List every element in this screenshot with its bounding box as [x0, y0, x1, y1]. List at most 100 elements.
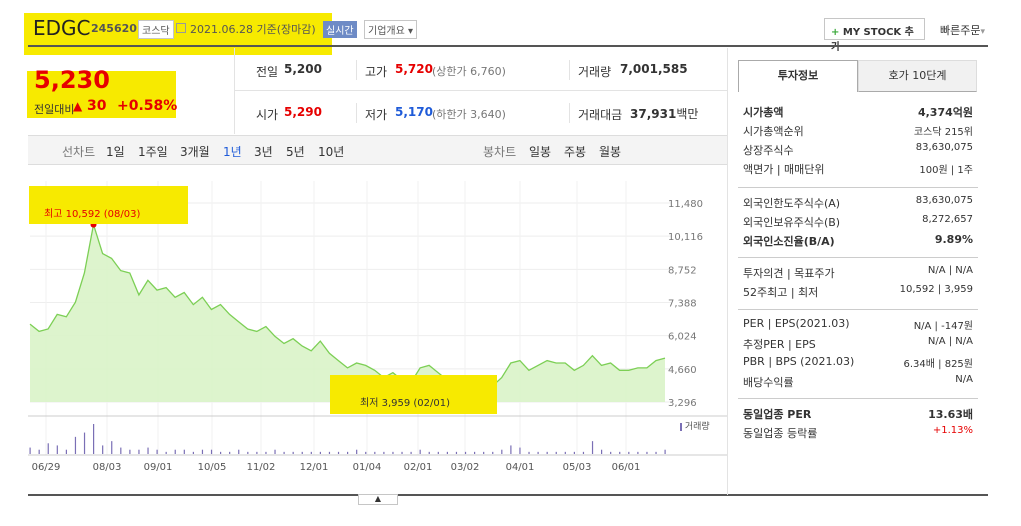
- volume-bar: [229, 451, 231, 454]
- info-label: 외국인한도주식수(A): [743, 197, 841, 210]
- x-tick-label: 01/04: [353, 462, 382, 473]
- collapse-button[interactable]: ▲: [358, 494, 398, 505]
- info-value: 13.63배: [928, 408, 973, 421]
- y-tick-label: 3,296: [668, 398, 697, 409]
- period-tab-3y[interactable]: 3년: [254, 145, 273, 159]
- low-label: 저가: [365, 108, 388, 122]
- volume-bar: [664, 449, 666, 454]
- amount-value: 37,931백만: [630, 105, 698, 122]
- volume-bar: [492, 451, 494, 454]
- volume-bar: [601, 449, 603, 454]
- volume-bar: [83, 432, 86, 454]
- period-tab-1w[interactable]: 1주일: [138, 145, 168, 159]
- volume-value: 7,001,585: [620, 62, 688, 76]
- change-value: 30: [87, 98, 107, 114]
- candle-chart-label: 봉차트: [483, 145, 517, 159]
- x-tick-label: 05/03: [563, 462, 592, 473]
- quick-order-link[interactable]: 빠른주문▾: [940, 22, 985, 38]
- volume-bar: [192, 451, 194, 454]
- tab-invest-info[interactable]: 투자정보: [738, 60, 858, 92]
- quick-order-label: 빠른주문: [940, 24, 981, 37]
- info-divider: [738, 398, 978, 399]
- volume-bar: [374, 451, 376, 454]
- amount-number: 37,931: [630, 107, 677, 121]
- high-value: 5,720: [395, 62, 433, 76]
- volume-bar: [419, 449, 421, 454]
- volume-bar: [510, 445, 512, 454]
- y-tick-label: 6,024: [668, 332, 697, 343]
- period-tab-5y[interactable]: 5년: [286, 145, 305, 159]
- candle-tab-weekly[interactable]: 주봉: [564, 145, 587, 159]
- volume-bar: [591, 441, 594, 454]
- divider: [356, 60, 357, 80]
- date-text: 2021.06.28 기준(장마감): [190, 23, 316, 36]
- volume-bar: [655, 451, 657, 454]
- company-info-button[interactable]: 기업개요 ▾: [364, 20, 418, 39]
- info-value: 8,272,657: [922, 214, 973, 225]
- min-annotation: 최저 3,959 (02/01): [360, 398, 451, 409]
- volume-bar: [256, 451, 258, 454]
- volume-bar: [47, 443, 49, 454]
- lower-limit: (하한가 3,640): [432, 108, 506, 121]
- info-label: 52주최고 | 최저: [743, 286, 819, 299]
- volume-bar: [464, 451, 467, 454]
- info-label: 배당수익률: [743, 376, 794, 389]
- info-value: 코스닥 215위: [913, 127, 973, 138]
- price-area: [30, 224, 665, 402]
- volume-bar: [392, 451, 394, 454]
- caret-up-icon: ▲: [374, 494, 382, 503]
- volume-label: 거래량: [578, 65, 612, 79]
- y-tick-label: 8,752: [668, 265, 697, 276]
- info-label: 외국인보유주식수(B): [743, 216, 841, 229]
- volume-bar: [637, 451, 639, 454]
- volume-bar: [437, 451, 439, 454]
- info-label: 추정PER | EPS: [743, 338, 816, 351]
- volume-bar: [29, 447, 31, 454]
- volume-bar: [292, 451, 294, 454]
- info-row: 시가총액 4,374억원: [743, 104, 973, 122]
- volume-bar: [38, 449, 40, 454]
- volume-bar: [238, 449, 240, 454]
- mystock-label: MY STOCK 추가: [831, 27, 914, 53]
- volume-bar: [174, 449, 176, 454]
- x-tick-label: 11/02: [247, 462, 276, 473]
- info-label: 동일업종 등락률: [743, 427, 818, 440]
- period-tab-1y[interactable]: 1년: [223, 145, 242, 159]
- candle-tab-monthly[interactable]: 월봉: [599, 145, 622, 159]
- open-label: 시가: [256, 108, 279, 122]
- info-divider: [738, 187, 978, 188]
- divider: [569, 103, 570, 123]
- divider: [356, 103, 357, 123]
- info-label: 시가총액순위: [743, 125, 804, 138]
- info-value: 83,630,075: [915, 195, 973, 206]
- period-tab-3m[interactable]: 3개월: [180, 145, 210, 159]
- volume-bar: [528, 451, 530, 454]
- volume-bar: [564, 451, 566, 454]
- volume-bar: [328, 451, 331, 454]
- volume-bar: [410, 451, 412, 454]
- info-divider: [738, 257, 978, 258]
- period-tab-1d[interactable]: 1일: [106, 145, 125, 159]
- volume-bar: [265, 451, 267, 454]
- volume-bar: [319, 451, 321, 454]
- chart-bottom-rule: [28, 494, 988, 496]
- period-tab-10y[interactable]: 10년: [318, 145, 345, 159]
- mystock-add-button[interactable]: + MY STOCK 추가: [824, 18, 925, 53]
- tab-orderbook[interactable]: 호가 10단계: [858, 60, 977, 92]
- y-tick-label: 7,388: [668, 299, 697, 310]
- header-divider: [28, 45, 988, 47]
- realtime-button[interactable]: 실시간: [323, 21, 357, 38]
- change-label: 전일대비: [34, 103, 75, 116]
- info-value: 83,630,075: [915, 142, 973, 153]
- divider: [234, 48, 235, 134]
- volume-bar: [111, 441, 113, 454]
- info-label: PBR | BPS (2021.03): [743, 355, 855, 368]
- volume-bar: [356, 449, 358, 454]
- candle-tab-daily[interactable]: 일봉: [529, 145, 552, 159]
- info-label: 동일업종 PER: [743, 408, 812, 421]
- volume-bar: [501, 449, 503, 454]
- calendar-icon: [176, 23, 186, 33]
- info-row: 투자의견 | 목표주가 N/A | N/A: [743, 265, 973, 283]
- volume-bar: [401, 451, 403, 454]
- upper-limit: (상한가 6,760): [432, 65, 506, 78]
